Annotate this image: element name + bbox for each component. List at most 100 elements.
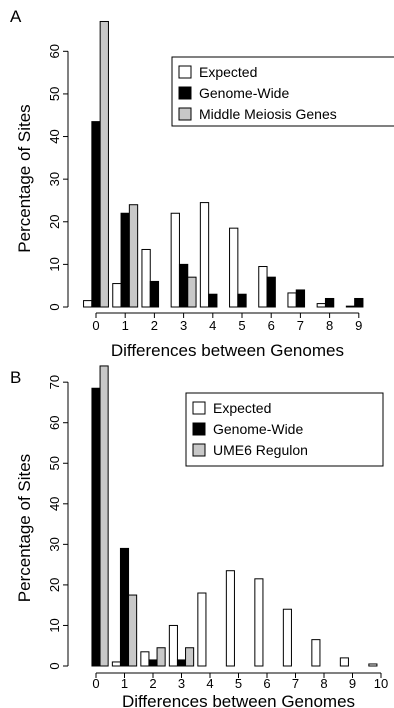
bar-expected-10 xyxy=(368,663,378,667)
legend-entry: Expected xyxy=(199,64,257,80)
bar-expected-4 xyxy=(199,202,210,308)
bar-genome-wide-2 xyxy=(149,280,160,308)
bar-ume6-regulon-0 xyxy=(99,365,109,667)
bar-genome-wide-9 xyxy=(354,297,364,308)
legend-entry: Genome-Wide xyxy=(199,85,289,101)
x-tick-label: 5 xyxy=(235,676,242,691)
legend-swatch-middle-meiosis-genes xyxy=(178,107,192,121)
y-tick-label: 50 xyxy=(47,87,62,101)
bar-expected-8 xyxy=(316,303,326,308)
bar-genome-wide-3 xyxy=(178,263,189,308)
x-tick-label: 8 xyxy=(320,676,327,691)
legend-swatch-expected xyxy=(192,401,206,415)
x-tick-label: 6 xyxy=(268,318,275,333)
bar-genome-wide-5 xyxy=(237,293,247,308)
legend-entry: Expected xyxy=(213,400,271,416)
bar-ume6-regulon-1 xyxy=(128,594,138,667)
x-axis-title: Differences between Genomes xyxy=(122,692,355,708)
x-tick-label: 9 xyxy=(355,318,362,333)
y-tick-label: 10 xyxy=(47,618,62,632)
bar-expected-5 xyxy=(225,570,235,667)
bar-expected-0 xyxy=(83,300,93,308)
bar-genome-wide-0 xyxy=(91,387,101,667)
bar-middle-meiosis-genes-3 xyxy=(187,276,197,308)
x-tick-label: 10 xyxy=(374,676,388,691)
bar-genome-wide-3 xyxy=(176,659,187,667)
y-tick-label: 40 xyxy=(47,497,62,511)
bar-expected-9 xyxy=(345,305,356,308)
x-tick-label: 0 xyxy=(92,676,99,691)
bar-expected-9 xyxy=(339,657,349,667)
bar-expected-2 xyxy=(141,248,151,308)
panel-label: A xyxy=(10,7,22,26)
bar-expected-3 xyxy=(170,212,180,308)
bar-genome-wide-1 xyxy=(120,212,130,308)
legend-entry: Middle Meiosis Genes xyxy=(199,106,337,122)
bar-genome-wide-0 xyxy=(91,121,101,308)
panel-b-chart: B 0 10 20 30 40 50 60 70 Percentage of Sites 0 1 2 3 4… xyxy=(10,365,388,708)
bar-expected-7 xyxy=(282,608,292,667)
x-tick-label: 7 xyxy=(297,318,304,333)
x-tick-label: 4 xyxy=(206,676,213,691)
x-tick-label: 1 xyxy=(122,318,129,333)
y-axis-title: Percentage of Sites xyxy=(15,454,34,602)
y-tick-label: 30 xyxy=(47,537,62,551)
y-tick-label: 30 xyxy=(47,172,62,186)
x-tick-label: 2 xyxy=(149,676,156,691)
legend-entry: Genome-Wide xyxy=(213,421,303,437)
legend-swatch-expected xyxy=(178,65,192,79)
bar-expected-4 xyxy=(197,592,207,667)
bar-expected-3 xyxy=(168,624,178,667)
legend-swatch-ume6-regulon xyxy=(192,443,206,457)
legend-entry: UME6 Regulon xyxy=(213,442,308,458)
bar-ume6-regulon-2 xyxy=(156,647,166,667)
legend: Expected Genome-Wide Middle Meiosis Genes xyxy=(171,56,394,127)
y-tick-label: 20 xyxy=(47,578,62,592)
y-tick-label: 60 xyxy=(47,44,62,58)
x-tick-label: 0 xyxy=(92,318,99,333)
y-tick-label: 50 xyxy=(47,456,62,470)
x-tick-label: 1 xyxy=(121,676,128,691)
bar-genome-wide-1 xyxy=(119,547,130,667)
x-tick-label: 3 xyxy=(180,318,187,333)
y-tick-label: 10 xyxy=(47,257,62,271)
x-tick-label: 8 xyxy=(326,318,333,333)
bar-middle-meiosis-genes-0 xyxy=(99,20,109,308)
y-tick-label: 40 xyxy=(47,129,62,143)
bar-expected-6 xyxy=(258,266,268,308)
y-tick-label: 60 xyxy=(47,415,62,429)
bar-expected-8 xyxy=(311,639,321,667)
bar-expected-6 xyxy=(254,578,264,667)
x-axis-title: Differences between Genomes xyxy=(111,341,344,360)
y-tick-label: 0 xyxy=(47,303,62,310)
bar-expected-5 xyxy=(229,227,239,308)
bar-expected-2 xyxy=(140,651,150,667)
bar-genome-wide-8 xyxy=(324,297,335,308)
bar-genome-wide-2 xyxy=(148,659,158,667)
x-tick-label: 3 xyxy=(178,676,185,691)
bar-genome-wide-4 xyxy=(208,293,218,308)
bar-expected-1 xyxy=(112,283,122,308)
x-tick-label: 4 xyxy=(209,318,216,333)
y-tick-label: 0 xyxy=(47,662,62,669)
legend-swatch-genome-wide xyxy=(192,422,206,436)
y-tick-label: 70 xyxy=(47,375,62,389)
panel-label: B xyxy=(10,368,21,387)
x-tick-label: 7 xyxy=(292,676,299,691)
x-tick-label: 5 xyxy=(238,318,245,333)
legend-box xyxy=(185,392,384,467)
y-axis-title: Percentage of Sites xyxy=(15,104,34,252)
bar-ume6-regulon-3 xyxy=(185,647,195,667)
bar-expected-1 xyxy=(111,661,121,667)
legend-swatch-genome-wide xyxy=(178,86,192,100)
y-tick-label: 20 xyxy=(47,215,62,229)
x-tick-label: 6 xyxy=(263,676,270,691)
x-tick-label: 9 xyxy=(349,676,356,691)
bar-expected-7 xyxy=(287,292,297,308)
bar-genome-wide-7 xyxy=(295,289,306,308)
panel-a-chart: A 0 10 20 30 40 50 60 Percentage of Sites 0 1 2 3 4 5 6… xyxy=(10,7,394,360)
bar-genome-wide-6 xyxy=(266,276,276,308)
legend: Expected Genome-Wide UME6 Regulon xyxy=(185,392,384,467)
bar-middle-meiosis-genes-1 xyxy=(128,204,139,308)
